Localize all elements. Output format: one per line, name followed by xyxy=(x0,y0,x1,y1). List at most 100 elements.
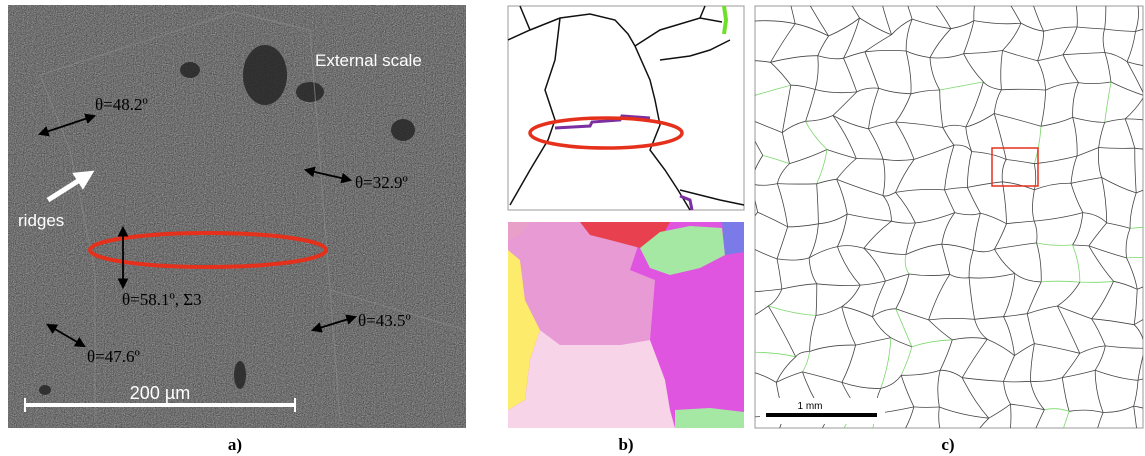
grain-boundary xyxy=(1010,434,1031,441)
grain-boundary xyxy=(974,319,988,340)
grain-boundary xyxy=(891,220,916,224)
grain-boundary xyxy=(808,246,838,259)
grain-boundary xyxy=(1000,50,1003,90)
grain-boundary xyxy=(1104,118,1126,123)
grain-boundary xyxy=(818,213,848,225)
grain-boundary xyxy=(776,258,783,290)
grain-boundary xyxy=(770,55,818,63)
grain-boundary xyxy=(749,439,772,446)
grain-boundary xyxy=(795,351,810,358)
grain-boundary xyxy=(767,305,797,357)
twin-boundary xyxy=(1036,242,1073,246)
twin-boundary xyxy=(1104,81,1112,123)
grain-boundary xyxy=(770,62,792,86)
grain-boundary xyxy=(790,6,796,24)
grain-boundary xyxy=(1105,345,1143,349)
grain-boundary xyxy=(1033,6,1044,32)
grain-boundary xyxy=(1060,438,1094,442)
grain-boundary xyxy=(1035,409,1045,428)
grain-boundary xyxy=(1014,273,1042,283)
grain-boundary xyxy=(816,283,861,286)
grain-boundary xyxy=(787,223,819,228)
twin-boundary xyxy=(880,337,892,389)
grain-boundary xyxy=(939,406,989,419)
grain-boundary xyxy=(1104,52,1128,63)
grain-boundary xyxy=(770,23,796,63)
grain-boundary xyxy=(1137,378,1143,381)
grain-boundary xyxy=(795,23,829,37)
grain-boundary xyxy=(905,406,915,428)
grain-boundary xyxy=(942,124,966,128)
grain-boundary xyxy=(1101,177,1137,194)
grain-boundary xyxy=(1034,343,1080,354)
grain-boundary xyxy=(909,273,950,276)
twin-boundary xyxy=(1041,280,1080,283)
grain-boundary xyxy=(913,144,955,160)
grain-boundary xyxy=(808,223,819,259)
grain-boundary xyxy=(901,369,941,376)
grain-boundary xyxy=(808,257,818,285)
grain-boundary xyxy=(1135,6,1139,32)
grain-boundary xyxy=(1057,305,1081,354)
highlight-ellipse xyxy=(528,116,684,150)
grain-boundary xyxy=(1002,50,1038,62)
twin-boundary xyxy=(939,81,984,91)
grain-boundary xyxy=(755,155,764,171)
grain-boundary xyxy=(1139,445,1145,448)
grain-boundary xyxy=(1098,122,1106,148)
grain-boundary xyxy=(961,377,990,419)
grain-boundary xyxy=(895,436,942,444)
grain-boundary xyxy=(895,93,912,123)
grain-boundary xyxy=(1091,318,1135,326)
grain-boundary xyxy=(1135,28,1143,32)
boundary-map xyxy=(507,5,745,211)
grain-boundary xyxy=(1010,6,1022,24)
grain-boundary xyxy=(841,306,873,318)
grain-boundary xyxy=(1072,117,1078,157)
grain-boundary xyxy=(843,58,858,93)
grain-boundary xyxy=(1003,273,1016,317)
grain-boundary xyxy=(961,338,988,378)
grain-boundary xyxy=(1026,313,1035,344)
grain-boundary xyxy=(1070,155,1078,184)
twin-boundary xyxy=(900,346,913,376)
grain-boundary xyxy=(1088,245,1127,259)
grain-boundary xyxy=(895,159,915,193)
grain-boundary xyxy=(755,305,769,316)
grain-boundary xyxy=(859,17,892,36)
grain xyxy=(675,408,744,428)
grain-boundary xyxy=(911,18,951,30)
grain-boundary xyxy=(973,6,975,21)
grain-boundary xyxy=(804,440,836,452)
grain-boundary xyxy=(944,144,955,190)
twin-boundary xyxy=(881,0,901,1)
grain-boundary xyxy=(1037,54,1064,62)
grain-boundary xyxy=(950,20,975,30)
grain-boundary xyxy=(1027,305,1058,315)
grain-map xyxy=(754,5,1144,429)
grain-boundary xyxy=(776,257,810,261)
twin-boundary xyxy=(1034,126,1042,164)
grain-boundary xyxy=(1037,31,1045,61)
grain-boundary xyxy=(891,18,913,35)
grain-boundary xyxy=(1002,22,1022,51)
grain-boundary xyxy=(836,158,857,180)
grain-boundary xyxy=(905,222,916,255)
grain-boundary xyxy=(932,0,978,1)
grain-boundary xyxy=(836,440,870,445)
sigma3-boundary xyxy=(679,194,694,211)
twin-boundary xyxy=(1072,244,1081,283)
grain-boundary xyxy=(900,375,915,408)
grain-boundary xyxy=(882,158,915,161)
grain xyxy=(508,222,660,345)
grain-boundary xyxy=(1126,31,1136,62)
grain xyxy=(508,250,540,410)
grain-boundary xyxy=(777,183,789,227)
twin-boundary xyxy=(755,356,756,364)
grain-boundary xyxy=(802,371,843,383)
grain-boundary xyxy=(963,53,984,83)
grain-boundary xyxy=(1069,409,1104,413)
grain-boundary xyxy=(1001,159,1007,182)
annotation: ridges xyxy=(18,211,64,230)
